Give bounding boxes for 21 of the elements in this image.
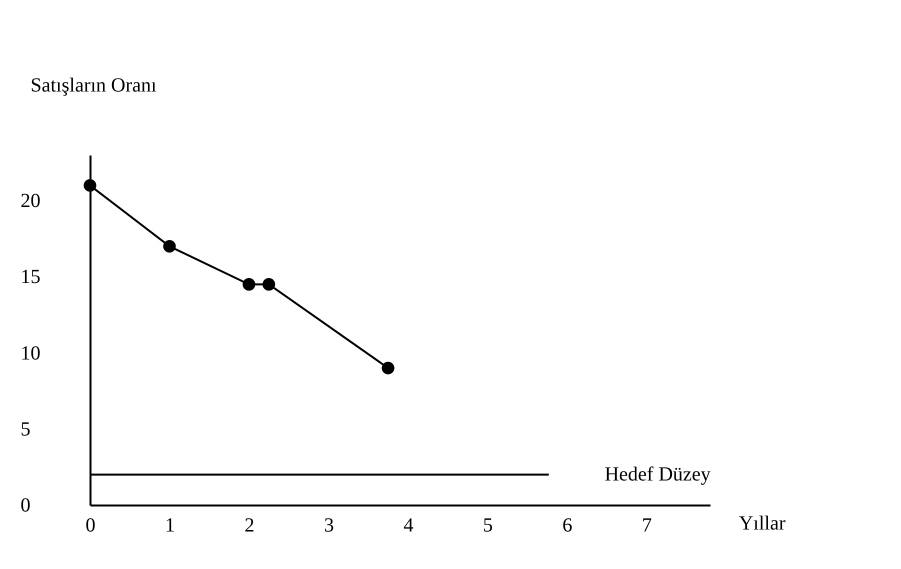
y-tick-label: 15 — [20, 266, 40, 288]
y-tick-label: 10 — [20, 342, 40, 364]
y-tick-label: 5 — [20, 418, 30, 440]
x-tick-label: 4 — [403, 514, 414, 536]
y-tick-label: 20 — [20, 190, 40, 212]
ref-line-label: Hedef Düzey — [604, 464, 711, 486]
point — [84, 179, 96, 192]
x-tick-label: 1 — [164, 514, 175, 536]
y-tick-label: 0 — [20, 494, 30, 516]
x-tick-label: 7 — [642, 514, 652, 536]
point — [262, 278, 276, 291]
x-axis-title: Yıllar — [738, 512, 786, 534]
x-tick-label: 2 — [244, 514, 254, 536]
x-tick-label: 6 — [562, 514, 572, 536]
point — [242, 278, 256, 291]
x-tick-label: 0 — [86, 514, 96, 536]
x-tick-label: 3 — [324, 514, 334, 536]
point — [163, 240, 176, 253]
x-tick-label: 5 — [482, 514, 493, 536]
y-axis-title: Satışların Oranı — [30, 74, 158, 96]
point — [382, 362, 394, 374]
